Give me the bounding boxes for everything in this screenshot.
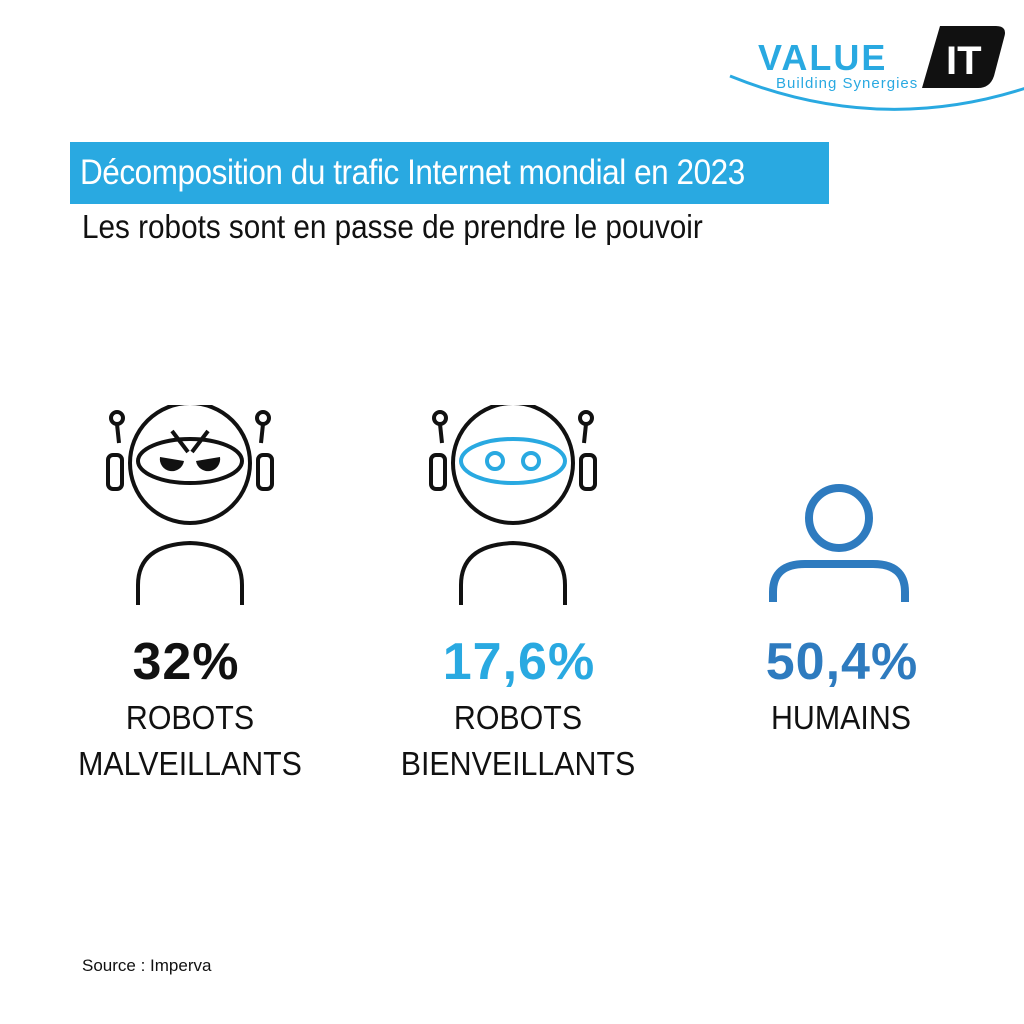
- stat-label-humans: HUMAINS: [770, 699, 912, 736]
- stat-value-benevolent: 17,6%: [442, 633, 596, 691]
- page-title: Décomposition du trafic Internet mondial…: [80, 153, 745, 192]
- stat-label-benevolent-line2: BIENVEILLANTS: [400, 745, 636, 782]
- value-it-logo: VALUE IT Building Synergies: [729, 26, 1024, 111]
- stat-label-malicious-line1: ROBOTS: [125, 699, 255, 736]
- logo-badge: [922, 26, 1005, 88]
- logo-text-value: VALUE: [758, 37, 887, 78]
- benevolent-robot-icon: [423, 405, 603, 610]
- title-banner: Décomposition du trafic Internet mondial…: [70, 142, 829, 204]
- stat-label-malicious-line2: MALVEILLANTS: [78, 745, 302, 782]
- stat-value-malicious: 32%: [132, 633, 240, 691]
- human-user-icon: [765, 482, 913, 606]
- stat-label-benevolent-line1: ROBOTS: [453, 699, 583, 736]
- page-subtitle: Les robots sont en passe de prendre le p…: [82, 208, 703, 245]
- logo-text-it: IT: [946, 39, 982, 83]
- malicious-robot-icon: [100, 405, 280, 610]
- brand-logo: VALUE IT Building Synergies: [728, 18, 1024, 128]
- stat-value-humans: 50,4%: [765, 633, 919, 691]
- source-note: Source : Imperva: [82, 956, 212, 975]
- logo-tagline: Building Synergies: [776, 75, 918, 92]
